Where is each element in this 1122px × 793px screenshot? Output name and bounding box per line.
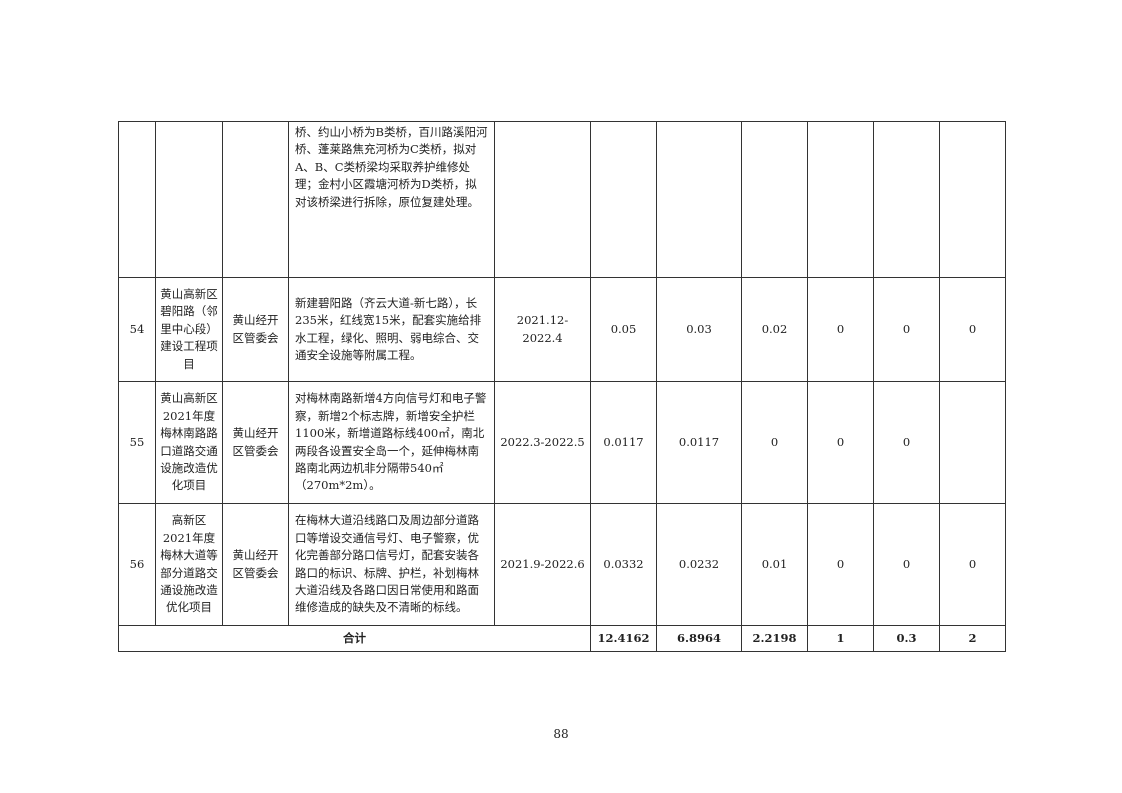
row-number: 54 [118,277,156,382]
total-value-1: 12.4162 [590,625,657,652]
project-description: 在梅林大道沿线路口及周边部分道路口等增设交通信号灯、电子警察，优化完善部分路口信… [288,503,495,626]
value-1: 0.05 [590,277,657,382]
responsible-unit [222,121,289,278]
total-value-3: 2.2198 [741,625,808,652]
project-name: 高新区2021年度梅林大道等部分道路交通设施改造优化项目 [155,503,223,626]
value-1: 0.0332 [590,503,657,626]
responsible-unit: 黄山经开区管委会 [222,381,289,504]
value-3: 0 [741,381,808,504]
total-value-4: 1 [807,625,874,652]
value-2: 0.03 [656,277,742,382]
project-name: 黄山高新区碧阳路（邻里中心段）建设工程项目 [155,277,223,382]
total-value-5: 0.3 [873,625,940,652]
value-6: 0 [939,277,1006,382]
value-5: 0 [873,277,940,382]
total-row: 合计 12.4162 6.8964 2.2198 1 0.3 2 [118,625,1006,652]
value-1 [590,121,657,278]
table-row: 56 高新区2021年度梅林大道等部分道路交通设施改造优化项目 黄山经开区管委会 在梅… [118,503,1006,626]
row-number: 55 [118,381,156,504]
value-5: 0 [873,503,940,626]
total-value-6: 2 [939,625,1006,652]
value-5: 0 [873,381,940,504]
total-value-2: 6.8964 [656,625,742,652]
construction-period: 2022.3-2022.5 [494,381,591,504]
total-label: 合计 [118,625,591,652]
construction-period: 2021.9-2022.6 [494,503,591,626]
value-4: 0 [807,277,874,382]
value-1: 0.0117 [590,381,657,504]
construction-period [494,121,591,278]
row-number: 56 [118,503,156,626]
value-6 [939,381,1006,504]
project-description: 新建碧阳路（齐云大道-新七路），长235米，红线宽15米，配套实施给排水工程，绿… [288,277,495,382]
table-row: 桥、约山小桥为B类桥，百川路溪阳河桥、蓬莱路焦充河桥为C类桥，拟对A、B、C类桥… [118,121,1006,278]
value-3: 0.02 [741,277,808,382]
responsible-unit: 黄山经开区管委会 [222,277,289,382]
project-name [155,121,223,278]
responsible-unit: 黄山经开区管委会 [222,503,289,626]
value-6: 0 [939,503,1006,626]
value-5 [873,121,940,278]
value-6 [939,121,1006,278]
value-2: 0.0117 [656,381,742,504]
value-4 [807,121,874,278]
table-row: 55 黄山高新区2021年度梅林南路路口道路交通设施改造优化项目 黄山经开区管委会对… [118,381,1006,504]
value-4: 0 [807,503,874,626]
project-name: 黄山高新区2021年度梅林南路路口道路交通设施改造优化项目 [155,381,223,504]
row-number [118,121,156,278]
value-2: 0.0232 [656,503,742,626]
value-4: 0 [807,381,874,504]
value-3 [741,121,808,278]
value-3: 0.01 [741,503,808,626]
value-2 [656,121,742,278]
construction-period: 2021.12-2022.4 [494,277,591,382]
project-table: 桥、约山小桥为B类桥，百川路溪阳河桥、蓬莱路焦充河桥为C类桥，拟对A、B、C类桥… [118,121,1006,652]
project-description: 桥、约山小桥为B类桥，百川路溪阳河桥、蓬莱路焦充河桥为C类桥，拟对A、B、C类桥… [288,121,495,278]
project-description: 对梅林南路新增4方向信号灯和电子警察，新增2个标志牌，新增安全护栏1100米，新… [288,381,495,504]
table-row: 54 黄山高新区碧阳路（邻里中心段）建设工程项目 黄山经开区管委会 新建碧阳路（齐云大… [118,277,1006,382]
page-number: 88 [553,727,569,741]
